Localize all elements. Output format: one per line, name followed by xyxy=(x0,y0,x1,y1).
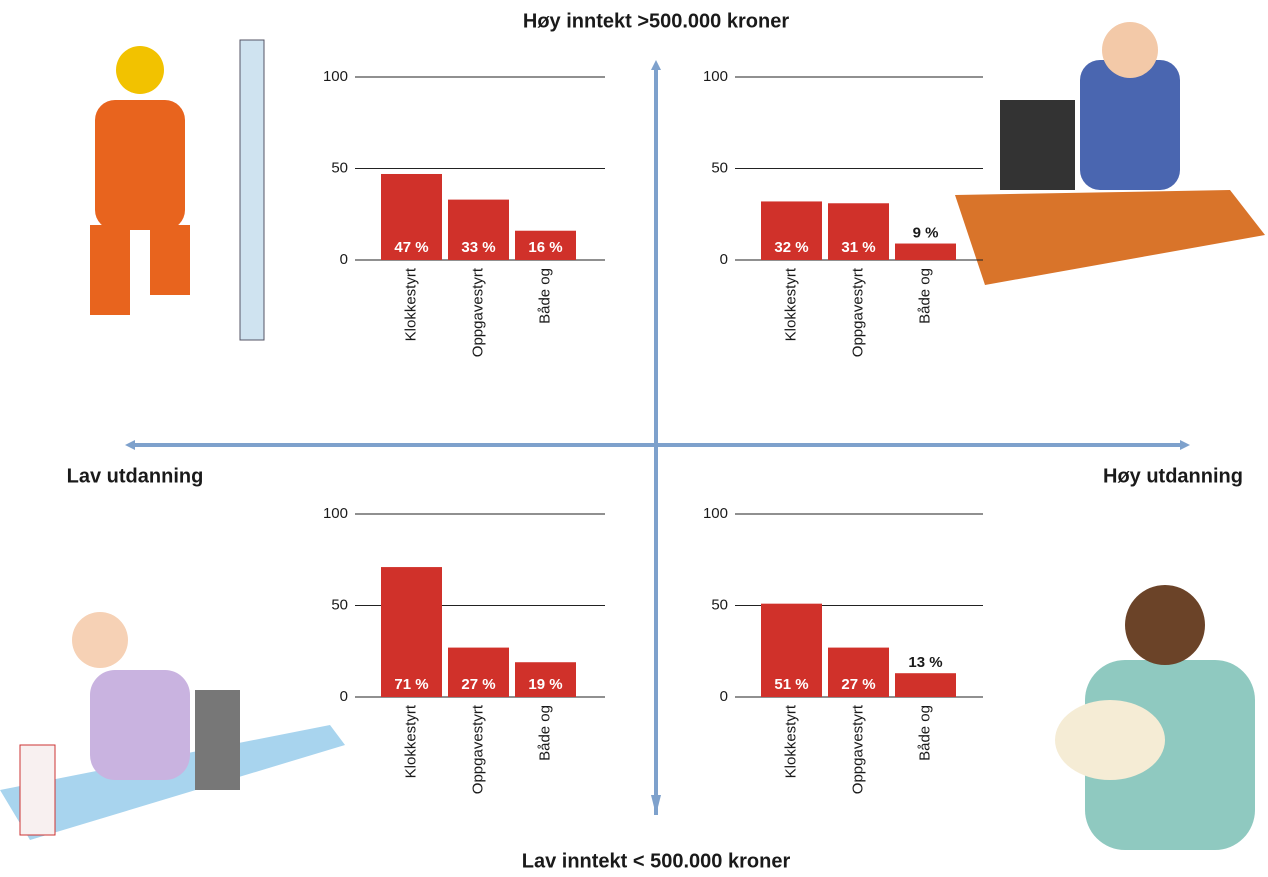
bar xyxy=(448,647,509,697)
right-label: Høy utdanning xyxy=(1103,465,1243,487)
illustration-cashier xyxy=(0,612,345,840)
x-tick-label: Oppgavestyrt xyxy=(469,704,486,794)
y-tick-label: 50 xyxy=(331,159,348,176)
x-tick-label: Klokkestyrt xyxy=(782,267,799,341)
left-label: Lav utdanning xyxy=(67,465,204,487)
illustration-worker xyxy=(90,39,265,341)
value-label: 27 % xyxy=(461,676,495,693)
x-tick-label: Oppgavestyrt xyxy=(469,267,486,357)
x-tick-label: Både og xyxy=(536,268,553,324)
bar xyxy=(515,662,576,697)
y-tick-label: 100 xyxy=(323,505,348,522)
bar xyxy=(828,647,889,697)
y-tick-label: 50 xyxy=(711,596,728,613)
bar xyxy=(381,173,442,260)
bar xyxy=(895,243,956,260)
value-label: 32 % xyxy=(774,239,808,256)
bar xyxy=(895,673,956,697)
value-label: 13 % xyxy=(908,654,942,671)
x-tick-label: Både og xyxy=(916,268,933,324)
x-tick-label: Klokkestyrt xyxy=(402,267,419,341)
bar xyxy=(381,567,442,697)
x-tick-label: Klokkestyrt xyxy=(782,704,799,778)
y-tick-label: 100 xyxy=(703,505,728,522)
y-tick-label: 0 xyxy=(340,251,348,268)
bar xyxy=(761,603,822,697)
value-label: 51 % xyxy=(774,676,808,693)
y-tick-label: 0 xyxy=(340,688,348,705)
value-label: 27 % xyxy=(841,676,875,693)
value-label: 47 % xyxy=(394,239,428,256)
y-tick-label: 100 xyxy=(323,68,348,85)
bar xyxy=(515,230,576,260)
illustration-nurse xyxy=(1055,585,1255,850)
bar xyxy=(828,203,889,260)
y-tick-label: 0 xyxy=(720,688,728,705)
x-tick-label: Både og xyxy=(916,705,933,761)
bottom-label: Lav inntekt < 500.000 kroner xyxy=(522,850,791,872)
y-tick-label: 50 xyxy=(331,596,348,613)
value-label: 9 % xyxy=(913,224,939,241)
bar xyxy=(448,199,509,260)
value-label: 16 % xyxy=(528,239,562,256)
value-label: 31 % xyxy=(841,239,875,256)
x-tick-label: Oppgavestyrt xyxy=(849,267,866,357)
x-tick-label: Både og xyxy=(536,705,553,761)
y-tick-label: 0 xyxy=(720,251,728,268)
value-label: 33 % xyxy=(461,239,495,256)
x-tick-label: Oppgavestyrt xyxy=(849,704,866,794)
y-tick-label: 100 xyxy=(703,68,728,85)
y-tick-label: 50 xyxy=(711,159,728,176)
x-tick-label: Klokkestyrt xyxy=(402,704,419,778)
value-label: 71 % xyxy=(394,676,428,693)
top-label: Høy inntekt >500.000 kroner xyxy=(523,10,789,32)
value-label: 19 % xyxy=(528,676,562,693)
bar xyxy=(761,201,822,260)
y-arrow-head xyxy=(651,795,661,815)
illustration-office xyxy=(955,22,1265,285)
